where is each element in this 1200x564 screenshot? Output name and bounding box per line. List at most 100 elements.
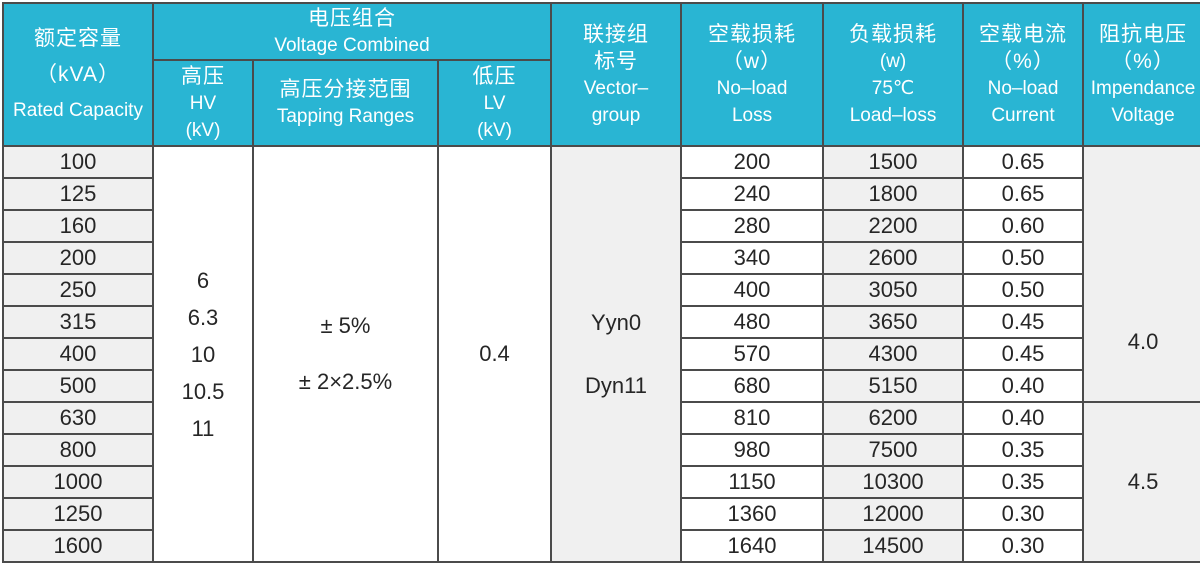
cell-noload-loss: 1640 <box>680 529 825 563</box>
col-header-voltage-combined: 电压组合 Voltage Combined <box>151 2 553 61</box>
cell-vector-groups: Yyn0 Dyn11 <box>550 145 683 563</box>
noload-loss-zh: 空载损耗 <box>708 22 797 46</box>
cell-load-loss: 2200 <box>822 209 965 243</box>
header-row-sub: 高压 HV (kV) 高压分接范围 Tapping Ranges 低压 LV (… <box>3 59 1200 147</box>
table-row: 315 480 3650 0.45 <box>2 305 1200 339</box>
table-body: 100 6 6.3 10 10.5 11 ± 5% ± 2×2.5% 0.4 Yyn0 Dyn11 2… <box>2 145 1200 563</box>
impedance-value: 4.0 <box>1127 329 1159 354</box>
cell-noload-loss: 480 <box>680 305 825 339</box>
cell-noload-loss: 340 <box>680 241 825 275</box>
noload-current-en2: Current <box>991 104 1055 126</box>
load-loss-temp: 75℃ <box>871 77 915 99</box>
cell-load-loss: 6200 <box>822 401 965 435</box>
cell-rated-capacity: 1250 <box>2 497 154 531</box>
cell-load-loss: 2600 <box>822 241 965 275</box>
cell-load-loss: 7500 <box>822 433 965 467</box>
cell-noload-current: 0.40 <box>962 401 1085 435</box>
vector-group-en1: Vector– <box>583 77 649 99</box>
hv-value: 6.3 <box>187 304 219 330</box>
col-header-tapping-ranges: 高压分接范围 Tapping Ranges <box>252 59 439 147</box>
noload-loss-unit: （w） <box>721 49 783 73</box>
table-row: 400 570 4300 0.45 <box>2 337 1200 371</box>
impedance-unit: （%） <box>1111 49 1175 73</box>
cell-lv-value: 0.4 <box>436 145 553 563</box>
tapping-en: Tapping Ranges <box>276 106 415 127</box>
impedance-en1: Impendance <box>1090 77 1196 99</box>
cell-noload-loss: 400 <box>680 273 825 307</box>
table-row: 630 810 6200 0.40 4.5 <box>2 401 1200 563</box>
hv-value: 11 <box>191 415 215 441</box>
cell-impedance-voltage: 4.5 <box>1082 401 1200 563</box>
rated-capacity-en: Rated Capacity <box>13 99 143 121</box>
col-header-load-loss: 负载损耗 (w) 75℃ Load–loss <box>822 2 965 147</box>
cell-load-loss: 1800 <box>822 177 965 211</box>
cell-hv-values: 6 6.3 10 10.5 11 <box>152 145 254 563</box>
cell-noload-current: 0.45 <box>962 305 1085 339</box>
cell-noload-loss: 1150 <box>680 465 825 499</box>
cell-noload-loss: 980 <box>680 433 825 467</box>
cell-load-loss: 10300 <box>822 465 965 499</box>
lv-unit: (kV) <box>477 119 512 141</box>
load-loss-unit: (w) <box>879 50 907 72</box>
cell-rated-capacity: 400 <box>2 337 154 371</box>
hv-value: 6 <box>196 267 210 293</box>
cell-load-loss: 5150 <box>822 369 965 403</box>
cell-rated-capacity: 1600 <box>2 529 154 563</box>
cell-load-loss: 3650 <box>822 305 965 339</box>
cell-rated-capacity: 250 <box>2 273 154 307</box>
cell-rated-capacity: 200 <box>2 241 154 275</box>
col-header-impedance-voltage: 阻抗电压 （%） Impendance Voltage <box>1082 2 1200 147</box>
cell-rated-capacity: 125 <box>2 177 154 211</box>
cell-rated-capacity: 630 <box>2 401 154 435</box>
rated-capacity-unit: （kVA） <box>36 62 120 86</box>
table-row: 160 280 2200 0.60 <box>2 209 1200 243</box>
tapping-zh: 高压分接范围 <box>279 78 412 101</box>
rated-capacity-zh: 额定容量 <box>34 26 122 50</box>
cell-noload-current: 0.40 <box>962 369 1085 403</box>
cell-load-loss: 4300 <box>822 337 965 371</box>
lv-zh: 低压 <box>472 64 517 88</box>
cell-noload-current: 0.30 <box>962 497 1085 531</box>
voltage-combined-zh: 电压组合 <box>308 6 396 30</box>
load-loss-en: Load–loss <box>849 104 937 126</box>
cell-noload-current: 0.65 <box>962 145 1085 179</box>
lv-en: LV <box>483 92 506 114</box>
cell-noload-current: 0.50 <box>962 241 1085 275</box>
vector-group-zh2: 标号 <box>594 49 639 73</box>
vector-group-zh1: 联接组 <box>583 22 650 46</box>
cell-load-loss: 14500 <box>822 529 965 563</box>
cell-load-loss: 1500 <box>822 145 965 179</box>
cell-noload-current: 0.50 <box>962 273 1085 307</box>
cell-rated-capacity: 100 <box>2 145 154 179</box>
header-row-top: 额定容量 （kVA） Rated Capacity 电压组合 Voltage C… <box>2 2 1200 147</box>
noload-current-zh: 空载电流 <box>979 22 1068 46</box>
col-header-noload-loss: 空载损耗 （w） No–load Loss <box>680 2 825 147</box>
cell-load-loss: 3050 <box>822 273 965 307</box>
cell-noload-loss: 570 <box>680 337 825 371</box>
cell-load-loss: 12000 <box>822 497 965 531</box>
cell-noload-current: 0.45 <box>962 337 1085 371</box>
col-header-lv: 低压 LV (kV) <box>436 59 553 147</box>
cell-tapping-ranges: ± 5% ± 2×2.5% <box>252 145 439 563</box>
table-row: 1250 1360 12000 0.30 <box>2 497 1200 531</box>
cell-rated-capacity: 160 <box>2 209 154 243</box>
impedance-en2: Voltage <box>1111 104 1175 126</box>
vector-group-en2: group <box>591 104 641 126</box>
noload-current-en1: No–load <box>987 77 1059 99</box>
voltage-combined-en: Voltage Combined <box>274 34 430 56</box>
table-row: 100 6 6.3 10 10.5 11 ± 5% ± 2×2.5% 0.4 Yyn0 Dyn11 2… <box>2 145 1200 563</box>
hv-unit: (kV) <box>185 119 221 141</box>
table-row: 125 240 1800 0.65 <box>2 177 1200 211</box>
tapping-value: ± 2×2.5% <box>298 369 393 394</box>
noload-current-unit: （%） <box>991 49 1055 73</box>
cell-noload-loss: 200 <box>680 145 825 179</box>
tapping-value: ± 5% <box>320 313 371 338</box>
cell-noload-loss: 810 <box>680 401 825 435</box>
col-header-noload-current: 空载电流 （%） No–load Current <box>962 2 1085 147</box>
hv-value: 10 <box>190 341 216 367</box>
table-row: 1000 1150 10300 0.35 <box>2 465 1200 499</box>
cell-noload-current: 0.60 <box>962 209 1085 243</box>
cell-rated-capacity: 500 <box>2 369 154 403</box>
load-loss-zh: 负载损耗 <box>849 22 938 46</box>
